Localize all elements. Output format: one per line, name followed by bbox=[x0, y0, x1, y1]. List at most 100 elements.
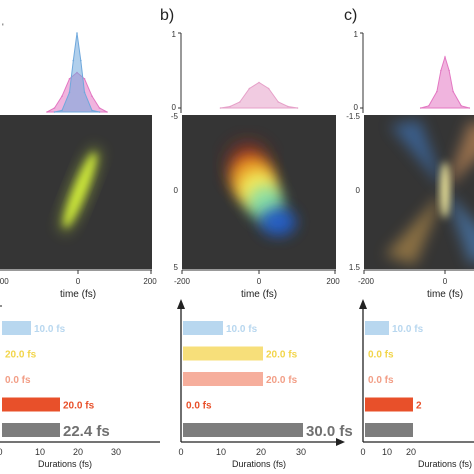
profile-b-series-0-point bbox=[248, 87, 251, 90]
bar-b-xtick-3: 30 bbox=[296, 447, 306, 457]
image-b-ytick-bot: 5 bbox=[174, 263, 179, 272]
bar-c-2-label: 0.0 fs bbox=[368, 375, 394, 386]
bar-b-2 bbox=[183, 372, 263, 386]
bar-c-xlabel: Durations (fs) bbox=[418, 459, 472, 469]
profile-b-series-0-point bbox=[287, 105, 289, 108]
bar-c-1-label: 0.0 fs bbox=[368, 350, 394, 361]
bar-c-xtick-2: 20 bbox=[406, 447, 416, 457]
profile-c-series-0-point bbox=[428, 105, 430, 107]
profile-a-series-1-point bbox=[83, 78, 86, 80]
profile-a-series-1-point bbox=[98, 107, 101, 109]
pulse-c-upper-right bbox=[445, 120, 474, 190]
time-axis-c bbox=[363, 269, 474, 274]
profile-a-corner-mark: ' bbox=[2, 22, 4, 32]
profile-a-series-0-point bbox=[53, 111, 56, 113]
time-a-tick-mid: 0 bbox=[76, 277, 81, 286]
profile-a-series-0 bbox=[54, 32, 100, 113]
bar-axis-c bbox=[359, 299, 474, 443]
time-a-tick-right: 200 bbox=[143, 277, 157, 286]
profile-a-series-1-point bbox=[46, 111, 48, 113]
bar-c-4 bbox=[365, 423, 413, 437]
profile-c-series-0-point bbox=[460, 105, 463, 107]
time-c-tick-left: -200 bbox=[358, 277, 375, 286]
profile-b-series-0-point bbox=[258, 81, 260, 84]
bar-c-0 bbox=[365, 321, 389, 335]
image-c-ytick-bot: 1.5 bbox=[349, 263, 361, 272]
bar-b-1 bbox=[183, 346, 263, 361]
profile-c-ytick-0: 0 bbox=[354, 103, 359, 112]
profile-curves bbox=[46, 32, 471, 113]
profile-a-series-0-point bbox=[72, 59, 75, 62]
profile-b-series-0-point bbox=[239, 101, 241, 103]
profile-b-ytick-1: 1 bbox=[172, 30, 177, 39]
profile-a-series-1-point bbox=[53, 107, 56, 109]
profile-b-series-0-point bbox=[296, 107, 299, 109]
bar-a-4 bbox=[2, 423, 60, 437]
time-b-label: time (fs) bbox=[241, 289, 277, 300]
time-axis-a bbox=[0, 269, 152, 274]
profile-a-series-0-point bbox=[83, 91, 86, 94]
profile-c-series-0-point bbox=[448, 69, 450, 72]
bar-b-4 bbox=[183, 423, 303, 437]
bar-b-1-label: 20.0 fs bbox=[266, 350, 298, 361]
bar-a-xtick-2: 20 bbox=[73, 447, 83, 457]
bar-a-3-label: 20.0 fs bbox=[63, 401, 95, 412]
profile-a-series-0-point bbox=[98, 111, 101, 113]
profile-c-series-0-point bbox=[440, 69, 442, 72]
bar-b-2-label: 20.0 fs bbox=[266, 375, 298, 386]
bar-a-xtick-0: 0 bbox=[0, 447, 3, 457]
profile-b-series-0-point bbox=[267, 87, 270, 90]
bar-a-0 bbox=[2, 321, 31, 335]
time-axis-b bbox=[181, 269, 336, 274]
bar-b-0 bbox=[183, 321, 223, 335]
time-c-label: time (fs) bbox=[427, 289, 463, 300]
profile-axis-b bbox=[178, 32, 182, 113]
bar-a-xlabel: Durations (fs) bbox=[38, 459, 92, 469]
bar-c-3 bbox=[365, 397, 413, 412]
profile-c-series-0-point bbox=[436, 90, 438, 93]
bar-c-xtick-0: 0 bbox=[360, 447, 365, 457]
profile-c-series-0 bbox=[420, 55, 470, 109]
bar-axis-b bbox=[177, 299, 345, 446]
profile-a-series-0-point bbox=[91, 109, 93, 112]
profile-b-series-0-point bbox=[229, 105, 231, 108]
bar-b-xtick-2: 20 bbox=[256, 447, 266, 457]
bar-a-0-label: 10.0 fs bbox=[34, 324, 66, 335]
pulse-b-blue bbox=[260, 208, 296, 236]
panel-c-letter: c) bbox=[344, 7, 357, 24]
bar-a-1-label: 20.0 fs bbox=[5, 350, 37, 361]
profile-b-ytick-0: 0 bbox=[172, 103, 177, 112]
image-panel-c bbox=[364, 115, 474, 269]
pulse-c-upper-left bbox=[390, 120, 445, 190]
pulse-c-lower-right bbox=[445, 190, 474, 265]
bar-b-xtick-0: 0 bbox=[178, 447, 183, 457]
image-b-ytick-mid: 0 bbox=[174, 186, 179, 195]
bar-b-3-label: 0.0 fs bbox=[186, 401, 212, 412]
pulse-c-lower-left bbox=[385, 190, 445, 265]
image-c-ytick-mid: 0 bbox=[356, 186, 361, 195]
profile-a-series-1-point bbox=[106, 111, 108, 113]
image-panel-a bbox=[0, 115, 152, 269]
bar-c-3-label: 2 bbox=[416, 401, 422, 412]
bar-a-2-label: 0.0 fs bbox=[5, 375, 31, 386]
time-b-tick-right: 200 bbox=[326, 277, 340, 286]
bar-b-4-label: 30.0 fs bbox=[306, 423, 353, 440]
image-b-ytick-top: -5 bbox=[171, 112, 179, 121]
bar-b-xtick-1: 10 bbox=[216, 447, 226, 457]
profile-b-series-0 bbox=[220, 81, 298, 109]
bar-b-xlabel: Durations (fs) bbox=[232, 459, 286, 469]
profile-a-series-0-point bbox=[80, 59, 82, 62]
profile-a-series-0-point bbox=[68, 91, 71, 94]
profile-b-series-0-point bbox=[219, 107, 222, 109]
bar-c-xtick-1: 10 bbox=[382, 447, 392, 457]
profile-a-series-1-point bbox=[91, 95, 93, 97]
bar-a-xtick-1: 10 bbox=[35, 447, 45, 457]
time-a-label: time (fs) bbox=[60, 289, 96, 300]
time-b-tick-left: -200 bbox=[174, 277, 191, 286]
time-a-tick-left: 200 bbox=[0, 277, 9, 286]
bar-a-3 bbox=[2, 397, 60, 412]
bar-a-xtick-3: 30 bbox=[111, 447, 121, 457]
image-c-ytick-top: -1.5 bbox=[346, 112, 360, 121]
